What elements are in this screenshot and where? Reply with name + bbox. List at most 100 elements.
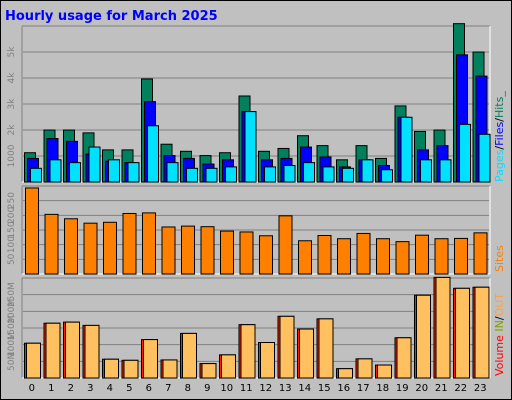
- x-tick-label: 7: [165, 383, 171, 394]
- bar-sites: [83, 222, 98, 275]
- panel-mid-ytick: 150: [7, 221, 17, 238]
- bar-kb-out: [104, 358, 119, 379]
- bar-pages: [49, 159, 62, 183]
- x-tick-label: 21: [435, 383, 448, 394]
- bar-pages: [166, 162, 179, 183]
- bar-sites: [200, 226, 215, 275]
- panel-top-ytick: 5k: [7, 46, 17, 58]
- bar-kb-out: [65, 321, 80, 379]
- panel-bot-ytick: 250M: [7, 282, 17, 307]
- x-tick-label: 5: [126, 383, 132, 394]
- bar-sites: [395, 241, 410, 275]
- legend-out: OUT: [493, 293, 506, 317]
- bar-pages: [225, 166, 237, 183]
- bar-pages: [439, 159, 452, 183]
- x-tick-label: 3: [87, 383, 93, 394]
- bar-kb-out: [416, 294, 431, 379]
- bar-kb-out: [474, 286, 490, 379]
- legend-sep-1: /: [493, 146, 506, 150]
- x-tick-label: 6: [146, 383, 152, 394]
- x-tick-label: 13: [279, 383, 292, 394]
- bar-kb-out: [357, 358, 373, 379]
- x-tick-label: 20: [415, 383, 428, 394]
- bar-sites: [25, 187, 39, 275]
- panel-top-ytick: 3k: [7, 98, 17, 110]
- legend-bottom: Volume IN/OUT: [493, 293, 506, 376]
- panel-mid-ytick: 50: [7, 253, 17, 265]
- legend-files: Files: [493, 121, 506, 145]
- panel-top-ytick: 2k: [7, 124, 17, 136]
- bar-pages: [244, 111, 257, 183]
- x-tick-label: 18: [376, 383, 389, 394]
- legend-top: Pages/Files/Hits_: [493, 91, 506, 182]
- panel-bot-ytick: 100M: [7, 332, 17, 357]
- bar-kb-out: [279, 315, 295, 379]
- x-tick-label: 19: [396, 383, 409, 394]
- bar-sites: [337, 238, 351, 275]
- bar-pages: [69, 162, 81, 183]
- bar-kb-out: [260, 342, 275, 379]
- bar-sites: [454, 237, 468, 275]
- panel-bot-ytick: 150M: [7, 316, 17, 341]
- x-tick-label: 0: [29, 383, 35, 394]
- bar-pages: [147, 125, 159, 183]
- legend-volume: Volume: [493, 335, 506, 376]
- bar-sites: [376, 238, 390, 275]
- bar-sites: [220, 230, 234, 275]
- x-tick-label: 2: [68, 383, 74, 394]
- bar-kb-out: [182, 332, 197, 379]
- legend-sep-3: /: [493, 316, 506, 320]
- bar-pages: [88, 146, 101, 183]
- x-tick-label: 10: [220, 383, 233, 394]
- x-tick-label: 17: [357, 383, 370, 394]
- bar-sites: [434, 238, 449, 275]
- bar-sites: [317, 234, 332, 275]
- bar-sites: [473, 232, 488, 275]
- panel-bot-ytick: 200M: [7, 299, 17, 324]
- bar-sites: [44, 213, 59, 275]
- bar-pages: [127, 162, 140, 183]
- bar-pages: [322, 166, 335, 183]
- bar-kb-out: [162, 359, 178, 379]
- bar-pages: [342, 167, 354, 183]
- bar-pages: [381, 169, 393, 183]
- bar-pages: [264, 166, 276, 183]
- panel-top-ytick: 1000: [7, 144, 17, 167]
- bar-kb-out: [318, 318, 334, 379]
- bar-kb-out: [123, 359, 139, 379]
- x-tick-label: 1: [48, 383, 54, 394]
- bar-pages: [283, 164, 296, 183]
- bar-pages: [108, 159, 120, 183]
- bar-pages: [478, 133, 491, 183]
- bar-kb-out: [396, 337, 412, 379]
- x-tick-label: 16: [337, 383, 350, 394]
- bar-pages: [30, 167, 42, 183]
- x-tick-label: 8: [185, 383, 191, 394]
- x-axis-hours: 0 1 2 3 4 5 6 7 8 9 10 11 12 13 14 15 16 17 18 19 20 21 22 23: [29, 383, 487, 394]
- x-tick-label: 9: [204, 383, 210, 394]
- bar-pages: [420, 159, 432, 183]
- bar-sites: [181, 225, 195, 275]
- legend-sites: Sites: [493, 245, 506, 272]
- panel-mid-ytick: 100: [7, 236, 17, 253]
- bar-pages: [303, 162, 315, 183]
- bar-sites: [161, 226, 176, 275]
- bar-pages: [205, 167, 218, 183]
- panel-mid-ytick: 200: [7, 206, 17, 223]
- legend-pages: Pages: [493, 149, 506, 182]
- bar-kb-out: [377, 364, 392, 379]
- bar-sites: [64, 218, 78, 275]
- bar-kb-out: [240, 324, 256, 379]
- bar-kb-out: [435, 276, 451, 379]
- bar-kb-out: [299, 328, 314, 379]
- bar-sites: [259, 235, 273, 275]
- legend-hits: Hits: [493, 96, 506, 118]
- bar-sites: [278, 215, 293, 275]
- x-tick-label: 14: [298, 383, 311, 394]
- bar-sites: [122, 212, 137, 275]
- panel-mid-ytick: 250: [7, 192, 17, 209]
- bar-pages: [459, 123, 471, 183]
